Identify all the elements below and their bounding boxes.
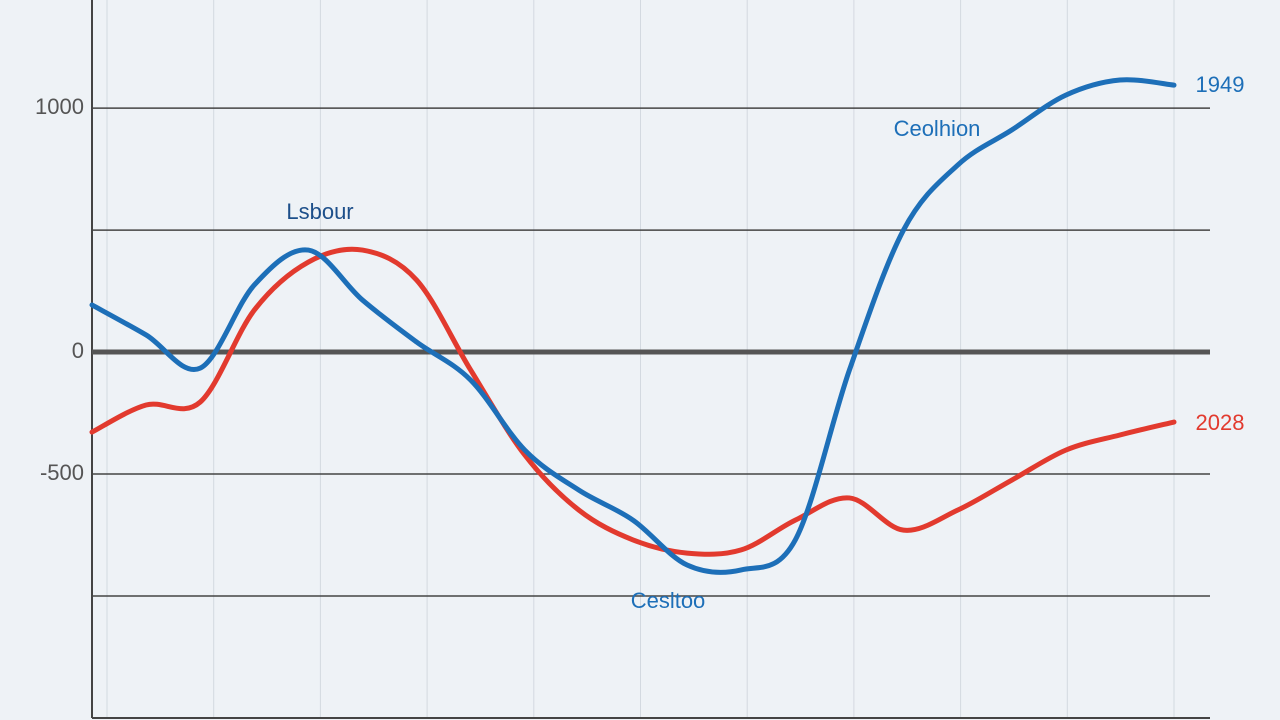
annotation: 2028 — [1196, 410, 1245, 435]
annotation: Lsbour — [286, 199, 353, 224]
annotation: 1949 — [1196, 72, 1245, 97]
annotation: Cesltoo — [631, 588, 706, 613]
series-line — [89, 77, 1177, 575]
annotation: Ceolhion — [894, 116, 981, 141]
y-tick-label: 0 — [72, 338, 84, 363]
series-line — [89, 246, 1177, 557]
y-tick-label: -500 — [40, 460, 84, 485]
y-tick-label: 1000 — [35, 94, 84, 119]
vertical-grid — [106, 0, 1175, 718]
